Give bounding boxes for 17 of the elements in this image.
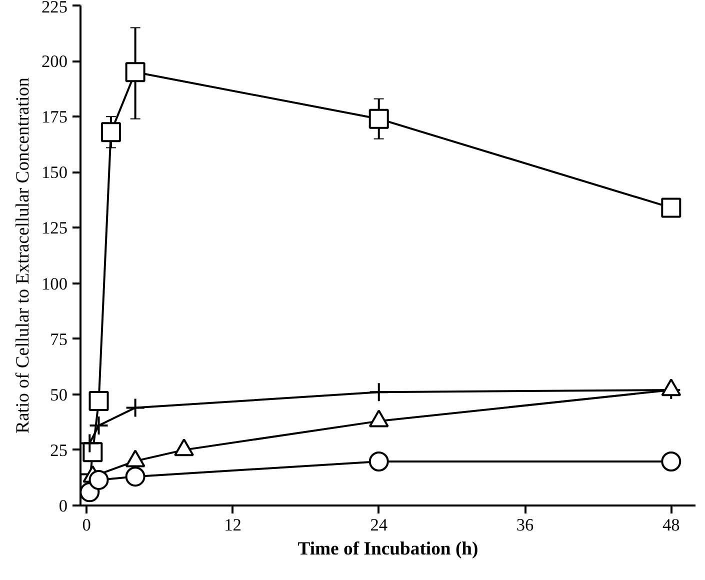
- y-tick-label: 125: [42, 218, 68, 238]
- y-tick-label: 200: [42, 52, 68, 72]
- y-tick-label: 25: [50, 440, 68, 460]
- y-axis-title: Ratio of Cellular to Extracellular Concentration: [12, 76, 34, 434]
- y-tick-label: 225: [42, 0, 68, 16]
- x-tick-label: 12: [224, 516, 242, 534]
- x-tick-label: 48: [662, 516, 680, 534]
- x-tick-label: 36: [516, 516, 534, 534]
- x-tick-label: 0: [82, 516, 91, 534]
- x-tick-label: 24: [370, 516, 388, 534]
- y-tick-label: 100: [42, 274, 68, 294]
- y-tick-label: 75: [50, 330, 68, 349]
- y-tick-label: 150: [42, 163, 68, 182]
- y-tick-label: 175: [42, 108, 68, 127]
- x-axis-title: Time of Incubation (h): [298, 538, 478, 560]
- y-tick-label: 0: [58, 496, 68, 516]
- y-tick-label: 50: [50, 385, 68, 404]
